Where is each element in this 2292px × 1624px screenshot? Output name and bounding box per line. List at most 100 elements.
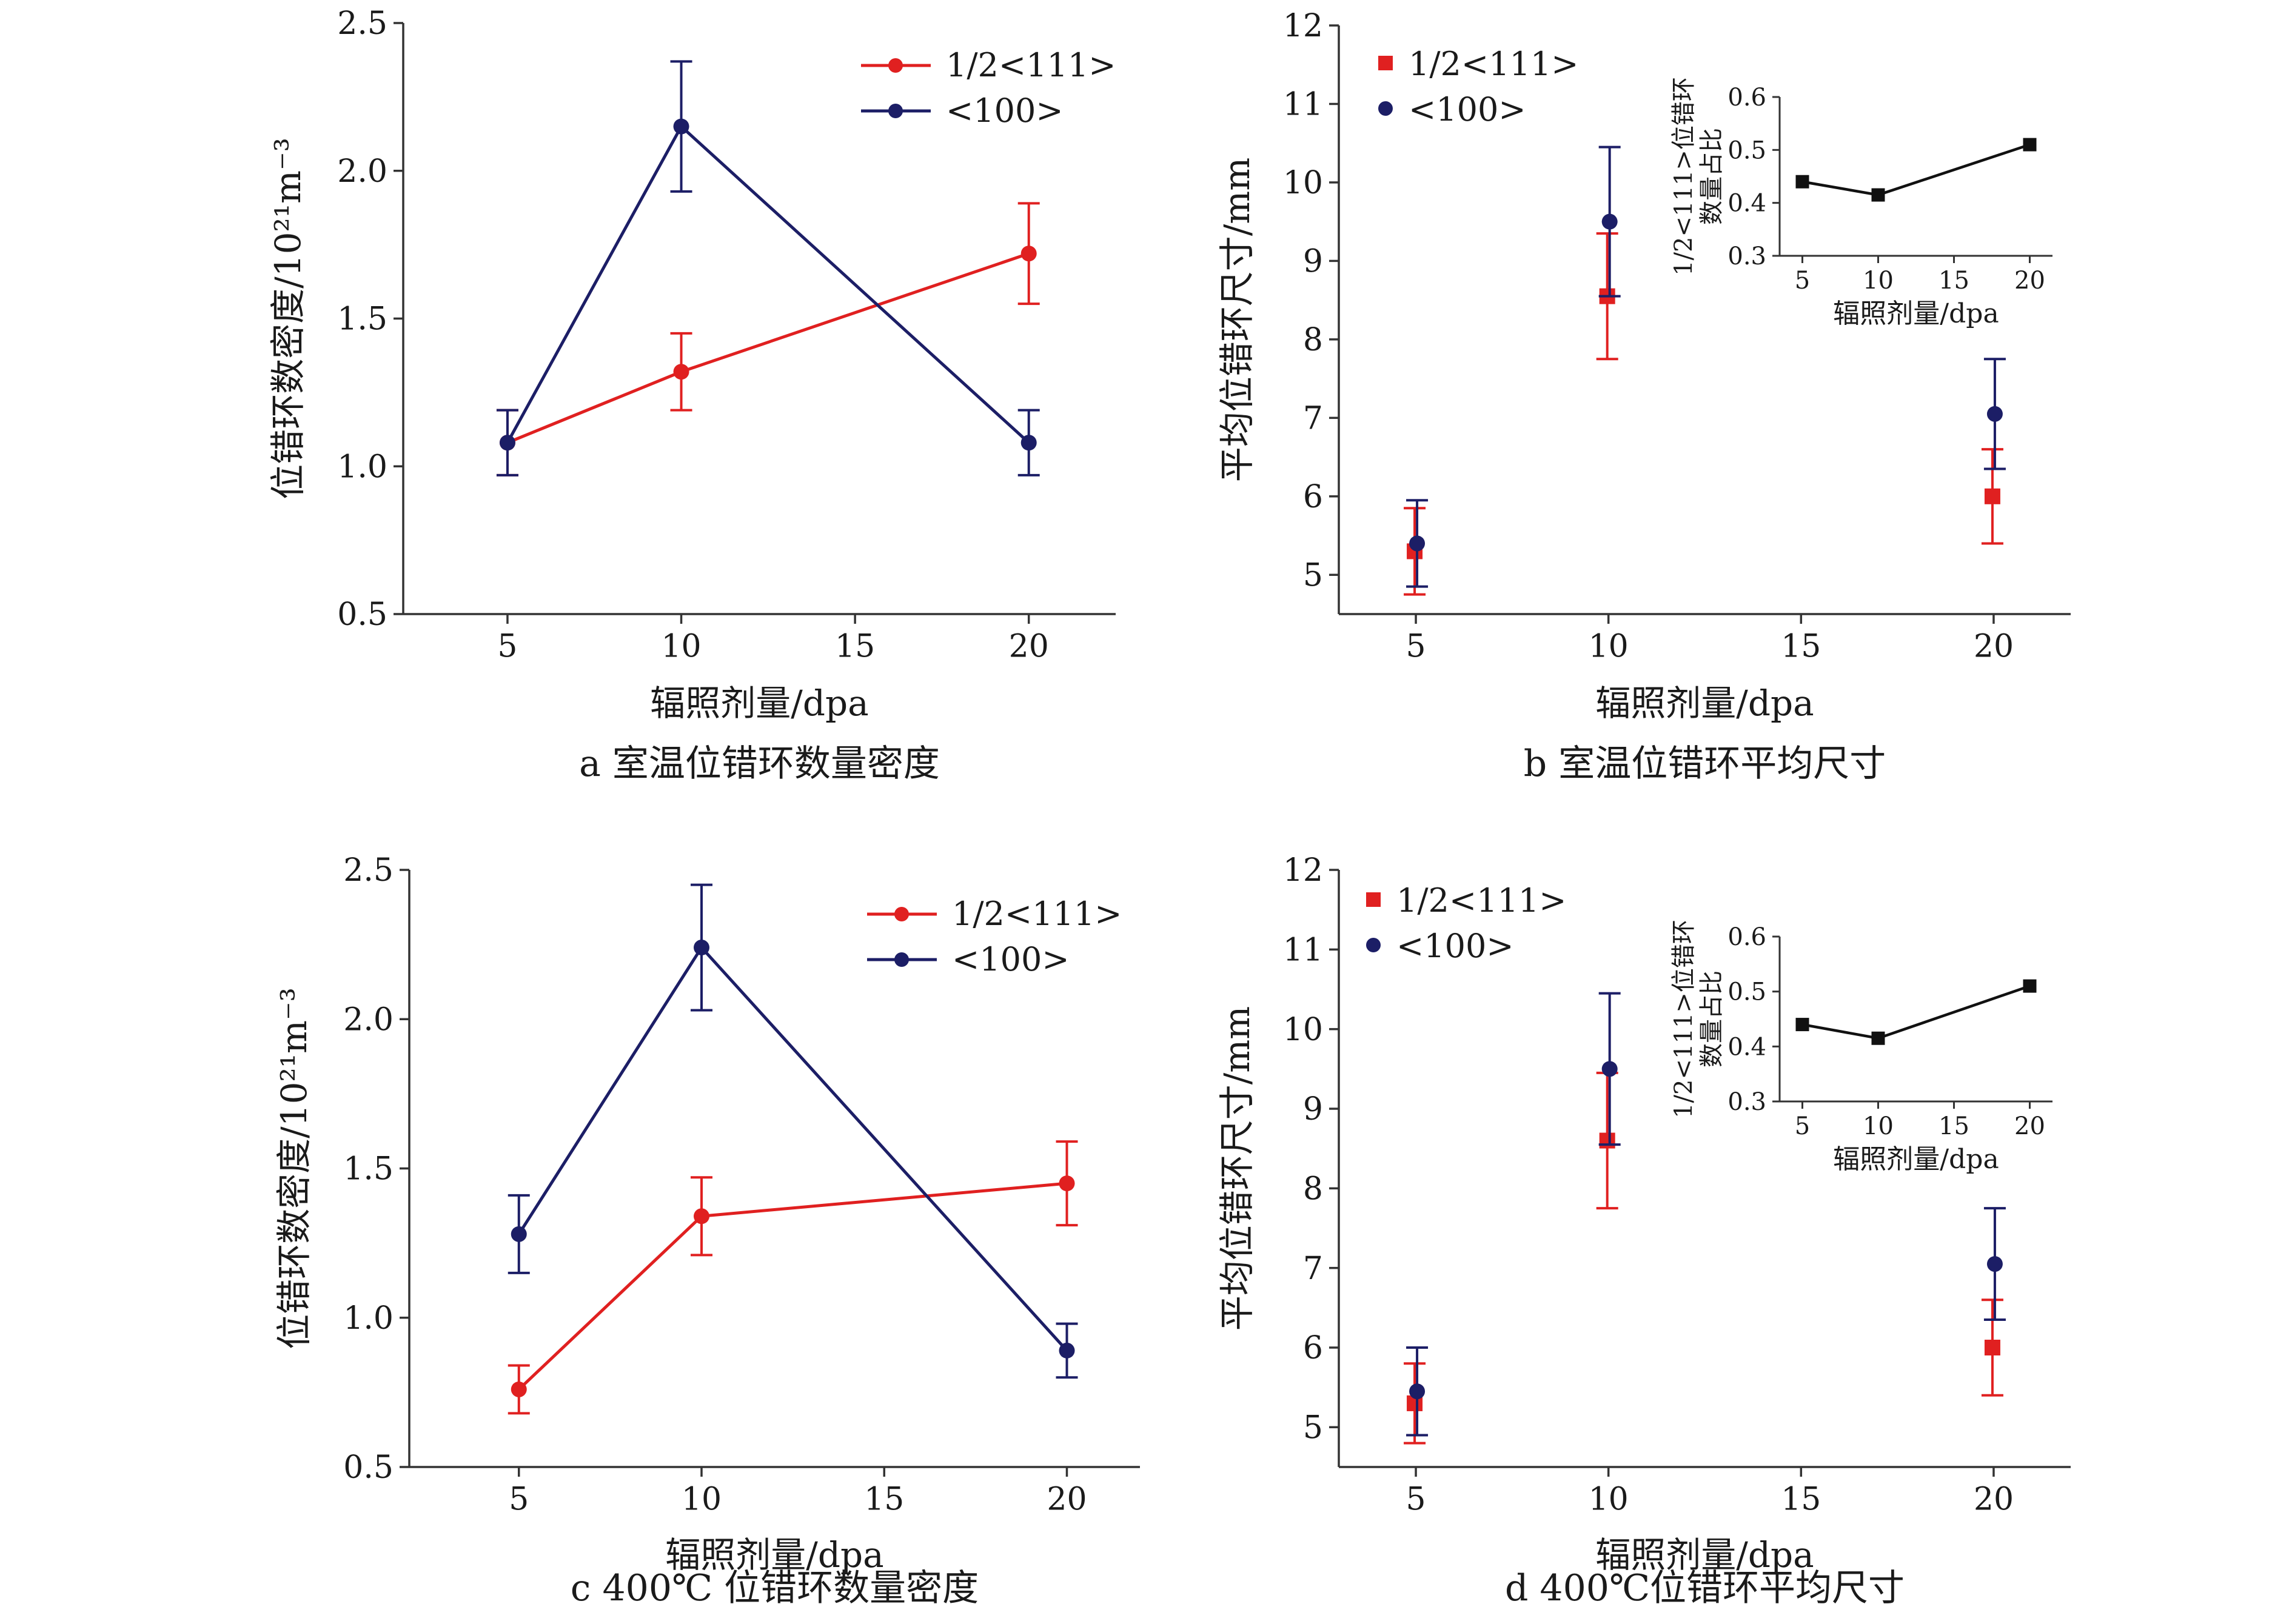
data-point xyxy=(1059,1175,1075,1192)
inset-series-line xyxy=(1802,984,2031,1040)
inset-x-tick-label: 5 xyxy=(1795,267,1810,295)
legend: 1/2<111> <100> xyxy=(861,46,1116,130)
inset-x-tick-label: 20 xyxy=(2014,1112,2045,1140)
inset-data-point xyxy=(1795,1018,1809,1032)
data-point xyxy=(1409,1383,1426,1400)
legend-marker xyxy=(1378,56,1393,70)
data-point xyxy=(694,1208,709,1225)
series-0 xyxy=(508,1140,1078,1415)
y-tick-label: 1.5 xyxy=(337,301,387,338)
y-tick-label: 2.0 xyxy=(343,1001,394,1038)
y-tick-label: 9 xyxy=(1303,244,1323,280)
series-0 xyxy=(1404,232,2003,596)
series-line xyxy=(518,1181,1067,1391)
data-point xyxy=(1601,213,1618,230)
x-tick-label: 15 xyxy=(1781,1482,1821,1518)
x-tick-label: 15 xyxy=(1781,629,1821,665)
x-tick-label: 10 xyxy=(682,1482,722,1518)
y-tick-label: 6 xyxy=(1303,479,1323,515)
panel-caption: c 400℃ 位错环数量密度 xyxy=(571,1567,979,1609)
data-point xyxy=(1020,435,1037,451)
y-tick-label: 1.0 xyxy=(337,449,387,485)
inset-x-tick-label: 10 xyxy=(1863,1112,1894,1140)
x-tick-label: 5 xyxy=(1406,629,1426,665)
legend: 1/2<111> <100> xyxy=(1366,881,1566,965)
legend-label: 1/2<111> xyxy=(952,895,1122,933)
inset: 5 10 15 20 0.3 0.4 0.5 0.6 辐照剂量/dpa 1/2<111>位错环 数量… xyxy=(1670,920,2052,1175)
series-1 xyxy=(496,60,1040,476)
x-tick-label: 10 xyxy=(661,629,701,665)
y-tick-label: 7 xyxy=(1303,1251,1323,1287)
inset: 5 10 15 20 0.3 0.4 0.5 0.6 辐照剂量/dpa 1/2<111>位错环 数量… xyxy=(1670,77,2052,329)
x-tick-label: 20 xyxy=(1047,1482,1087,1518)
x-tick-label: 5 xyxy=(1406,1482,1426,1518)
y-tick-label: 10 xyxy=(1283,1012,1323,1048)
series-1 xyxy=(1406,992,2006,1437)
inset-x-axis-title: 辐照剂量/dpa xyxy=(1833,1144,1999,1175)
y-tick-label: 5 xyxy=(1303,1410,1323,1446)
y-tick-label: 1.5 xyxy=(343,1151,394,1188)
data-point xyxy=(1409,535,1426,552)
x-tick-label: 20 xyxy=(1974,629,2014,665)
data-point xyxy=(511,1226,527,1242)
legend-marker xyxy=(1378,101,1393,116)
inset-y-axis-title-line1: 1/2<111>位错环 xyxy=(1670,77,1698,276)
inset-data-point xyxy=(1795,175,1809,189)
x-axis-title: 辐照剂量/dpa xyxy=(650,683,868,724)
data-point xyxy=(511,1381,527,1397)
data-point xyxy=(673,364,689,380)
legend-label: <100> xyxy=(1409,90,1526,129)
y-tick-label: 2.0 xyxy=(337,153,387,190)
y-tick-label: 11 xyxy=(1283,932,1323,969)
legend-label: <100> xyxy=(946,92,1064,130)
x-tick-label: 15 xyxy=(835,629,875,665)
series-0 xyxy=(1404,1071,2003,1445)
data-point xyxy=(1601,1061,1618,1077)
x-tick-label: 10 xyxy=(1589,629,1629,665)
inset-y-axis-title-line2: 数量占比 xyxy=(1698,128,1726,225)
inset-y-tick-label: 0.4 xyxy=(1727,1033,1766,1061)
panel-a: 5 10 15 20 0.5 1.0 1.5 2.0 2.5 辐照剂量/dpa 位错环数密度/10²… xyxy=(267,5,1116,785)
legend-label: 1/2<111> xyxy=(946,46,1116,84)
inset-y-tick-label: 0.3 xyxy=(1727,1088,1766,1116)
x-axis-title: 辐照剂量/dpa xyxy=(665,1534,883,1576)
inset-y-tick-label: 0.6 xyxy=(1727,923,1766,951)
y-tick-label: 1.0 xyxy=(343,1300,394,1337)
panel-c: 5 10 15 20 0.5 1.0 1.5 2.0 2.5 辐照剂量/dpa 位错环数密度/10²… xyxy=(273,852,1140,1609)
y-tick-label: 10 xyxy=(1283,165,1323,201)
series-0 xyxy=(496,202,1040,476)
y-tick-label: 0.5 xyxy=(343,1449,394,1486)
y-axis-title: 平均位错环尺寸/mm xyxy=(1216,158,1258,483)
data-point xyxy=(673,118,689,135)
x-axis-title: 辐照剂量/dpa xyxy=(1595,683,1814,724)
legend-label: 1/2<111> xyxy=(1409,45,1578,83)
legend-marker xyxy=(1366,892,1381,907)
x-tick-label: 15 xyxy=(864,1482,904,1518)
panel-caption: d 400℃位错环平均尺寸 xyxy=(1505,1567,1905,1609)
panel-d: 5 10 15 20 5 6 7 8 9 10 11 12 辐照剂量/dpa 平均位错环尺寸/mm d 40… xyxy=(1216,852,2071,1609)
y-tick-label: 8 xyxy=(1303,322,1323,358)
inset-data-point xyxy=(2023,979,2037,993)
series-line xyxy=(507,252,1030,444)
y-tick-label: 11 xyxy=(1283,87,1323,123)
series-line xyxy=(517,944,1068,1352)
inset-x-axis-title: 辐照剂量/dpa xyxy=(1833,298,1999,329)
inset-data-point xyxy=(1871,1031,1885,1045)
data-point xyxy=(1986,406,2003,422)
x-axis-title: 辐照剂量/dpa xyxy=(1595,1534,1814,1576)
data-point xyxy=(1984,488,2000,504)
inset-data-point xyxy=(2023,138,2037,152)
data-point xyxy=(1020,246,1037,262)
x-tick-label: 5 xyxy=(509,1482,529,1518)
data-point xyxy=(1059,1342,1075,1358)
panel-caption: a 室温位错环数量密度 xyxy=(579,743,940,785)
legend-label: <100> xyxy=(1396,927,1514,965)
inset-y-tick-label: 0.4 xyxy=(1727,190,1766,218)
legend-marker xyxy=(894,907,909,921)
x-tick-label: 20 xyxy=(1974,1482,2014,1518)
y-tick-label: 6 xyxy=(1303,1330,1323,1366)
series-line xyxy=(506,124,1030,444)
y-tick-label: 0.5 xyxy=(337,596,387,633)
inset-y-axis-title-line1: 1/2<111>位错环 xyxy=(1670,920,1698,1118)
